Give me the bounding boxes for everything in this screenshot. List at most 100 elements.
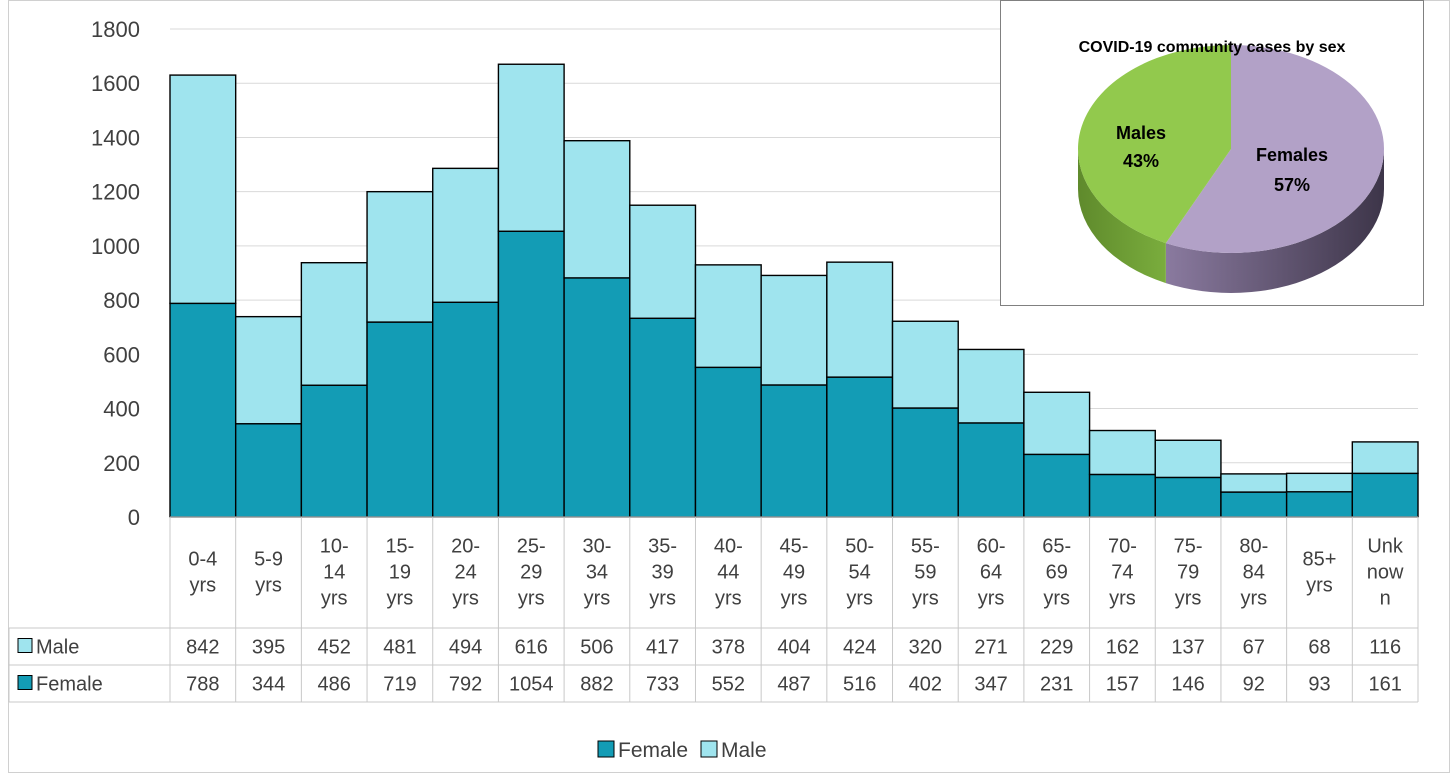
x-category-label: yrs: [978, 588, 1005, 610]
x-category-label: yrs: [846, 588, 873, 610]
table-cell: 92: [1243, 674, 1265, 696]
table-cell: 494: [449, 637, 482, 659]
bar-female: [563, 277, 631, 518]
bar-male: [629, 204, 697, 319]
x-category-label: 60-: [977, 536, 1006, 558]
bar-male: [760, 274, 828, 386]
table-cell: 882: [580, 674, 613, 696]
y-tick-label: 0: [128, 505, 140, 530]
table-cell: 161: [1368, 674, 1401, 696]
x-category-label: 65-: [1042, 536, 1071, 558]
y-tick-label: 1000: [91, 234, 140, 259]
pie-percent-males: 43%: [1123, 151, 1159, 171]
x-category-label: 15-: [385, 536, 414, 558]
table-cell: 404: [777, 637, 810, 659]
pie-chart: Males 43% Females 57%: [1077, 45, 1384, 294]
table-cell: 792: [449, 674, 482, 696]
table-cell: 842: [186, 637, 219, 659]
x-category-label: 24: [454, 562, 476, 584]
bar-female: [1351, 472, 1419, 518]
bar-male: [957, 348, 1025, 424]
table-cell: 137: [1171, 637, 1204, 659]
table-cell: 231: [1040, 674, 1073, 696]
pie-label-males: Males: [1116, 123, 1166, 143]
x-category-label: 0-4: [188, 549, 217, 571]
table-cell: 481: [383, 637, 416, 659]
x-category-label: 74: [1111, 562, 1133, 584]
x-category-label: yrs: [584, 588, 611, 610]
x-category-label: 30-: [582, 536, 611, 558]
table-row-label: Male: [36, 637, 79, 659]
x-category-label: yrs: [452, 588, 479, 610]
bar-male: [366, 190, 434, 323]
bar-male: [563, 139, 631, 279]
chart-frame: [8, 0, 1450, 773]
y-tick-label: 400: [103, 397, 140, 422]
pie-slice-side-females: [1165, 149, 1384, 294]
x-category-label: 10-: [320, 536, 349, 558]
bar-male: [300, 261, 368, 386]
table-cell: 93: [1308, 674, 1330, 696]
legend-key: [597, 740, 615, 758]
bar-male: [826, 261, 894, 378]
x-category-label: 59: [914, 562, 936, 584]
x-category-label: 25-: [517, 536, 546, 558]
x-category-label: 5-9: [254, 549, 283, 571]
bar-female: [234, 423, 303, 518]
bar-female: [169, 302, 237, 518]
legend-label: Male: [721, 739, 767, 762]
x-category-label: yrs: [1306, 575, 1333, 597]
table-cell: 146: [1171, 674, 1204, 696]
x-category-label: yrs: [321, 588, 348, 610]
bar-female: [1220, 491, 1288, 518]
table-cell: 162: [1106, 637, 1139, 659]
bar-male: [1220, 473, 1288, 493]
legend-label: Female: [618, 739, 688, 762]
x-category-label: 45-: [780, 536, 809, 558]
table-cell: 417: [646, 637, 679, 659]
table-cell: 552: [712, 674, 745, 696]
x-category-label: 35-: [648, 536, 677, 558]
bar-male: [432, 167, 500, 303]
x-category-label: 64: [980, 562, 1002, 584]
bar-male: [1154, 439, 1222, 479]
x-category-label: Unk: [1367, 536, 1404, 558]
x-category-label: 20-: [451, 536, 480, 558]
table-cell: 719: [383, 674, 416, 696]
bar-male: [169, 74, 237, 305]
x-category-label: 75-: [1174, 536, 1203, 558]
pie-slice-males: [1077, 45, 1231, 244]
table-cell: 68: [1308, 637, 1330, 659]
x-category-label: 34: [586, 562, 608, 584]
x-category-label: 19: [389, 562, 411, 584]
pie-slice-females: [1165, 45, 1384, 253]
table-cell: 733: [646, 674, 679, 696]
y-tick-label: 200: [103, 451, 140, 476]
x-category-label: 69: [1046, 562, 1068, 584]
y-tick-label: 1600: [91, 71, 140, 96]
x-category-label: 80-: [1239, 536, 1268, 558]
x-category-label: yrs: [715, 588, 742, 610]
x-category-label: yrs: [1043, 588, 1070, 610]
bar-female: [1023, 453, 1091, 518]
table-cell: 67: [1243, 637, 1265, 659]
table-cell: 1054: [509, 674, 554, 696]
table-cell: 487: [777, 674, 810, 696]
bar-female: [1285, 491, 1354, 518]
table-cell: 402: [909, 674, 942, 696]
x-category-label: 70-: [1108, 536, 1137, 558]
bar-male: [234, 315, 303, 425]
y-tick-label: 800: [103, 288, 140, 313]
table-cell: 395: [252, 637, 285, 659]
table-cell: 347: [974, 674, 1007, 696]
y-tick-label: 600: [103, 342, 140, 367]
pie-inset: Males 43% Females 57% COVID-19 community ca…: [1000, 0, 1424, 306]
bar-female: [957, 422, 1025, 518]
table-cell: 157: [1106, 674, 1139, 696]
table-cell: 486: [318, 674, 351, 696]
bar-female: [1154, 476, 1222, 518]
table-row-label: Female: [36, 674, 103, 696]
x-category-label: 39: [652, 562, 674, 584]
table-cell: 788: [186, 674, 219, 696]
